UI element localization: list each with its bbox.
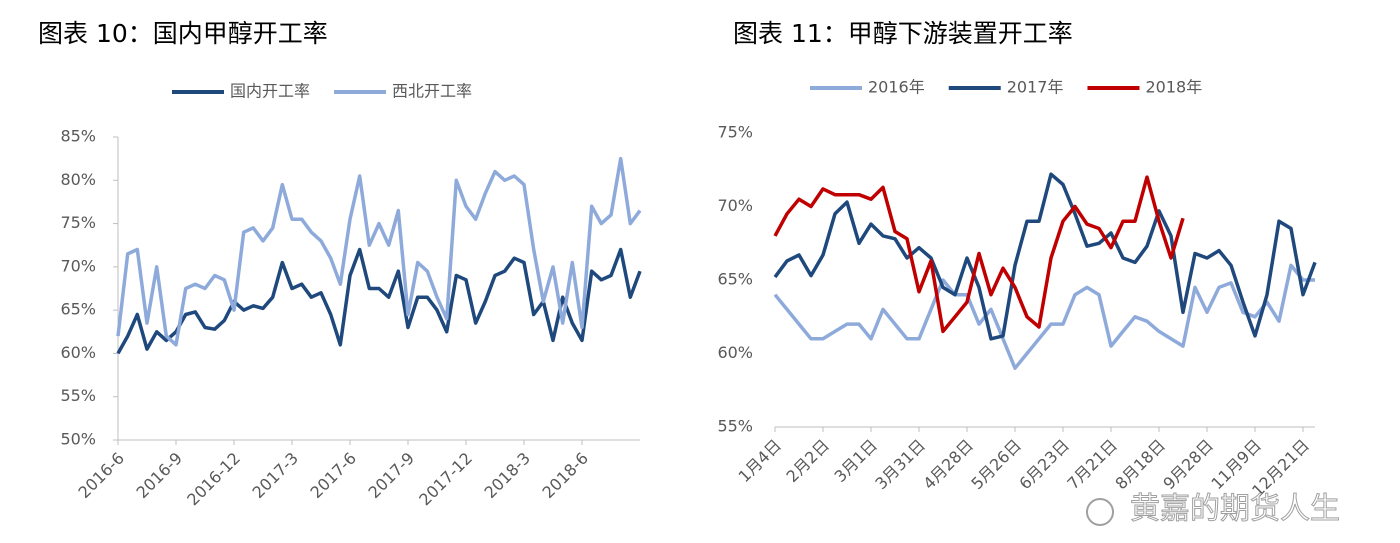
y-tick-label: 80% — [60, 170, 96, 189]
series-line — [116, 156, 642, 347]
y-tick-label: 65% — [60, 300, 96, 319]
legend-label: 西北开工率 — [392, 82, 472, 101]
series-line — [773, 175, 1185, 334]
y-tick-label: 85% — [60, 127, 96, 146]
y-tick-label: 60% — [717, 343, 753, 362]
y-tick-label: 75% — [717, 123, 753, 142]
y-tick-label: 75% — [60, 213, 96, 232]
y-tick-label: 60% — [60, 343, 96, 362]
legend-label: 2016年 — [868, 78, 925, 97]
watermark-icon — [1086, 498, 1114, 526]
watermark: 黄嘉的期货人生 — [1130, 492, 1340, 527]
y-tick-label: 65% — [717, 270, 753, 289]
chart-title: 图表 11：甲醇下游装置开工率 — [733, 19, 1073, 48]
series-line — [773, 172, 1317, 341]
y-tick-label: 55% — [60, 386, 96, 405]
y-tick-label: 55% — [717, 417, 753, 436]
legend-label: 2017年 — [1007, 78, 1064, 97]
y-tick-label: 70% — [60, 256, 96, 275]
y-tick-label: 50% — [60, 430, 96, 449]
legend-label: 国内开工率 — [230, 82, 310, 101]
y-tick-label: 70% — [717, 196, 753, 215]
chart-title: 图表 10：国内甲醇开工率 — [38, 19, 328, 48]
series-line — [773, 263, 1315, 370]
series-line — [116, 247, 642, 355]
legend-label: 2018年 — [1145, 78, 1202, 97]
